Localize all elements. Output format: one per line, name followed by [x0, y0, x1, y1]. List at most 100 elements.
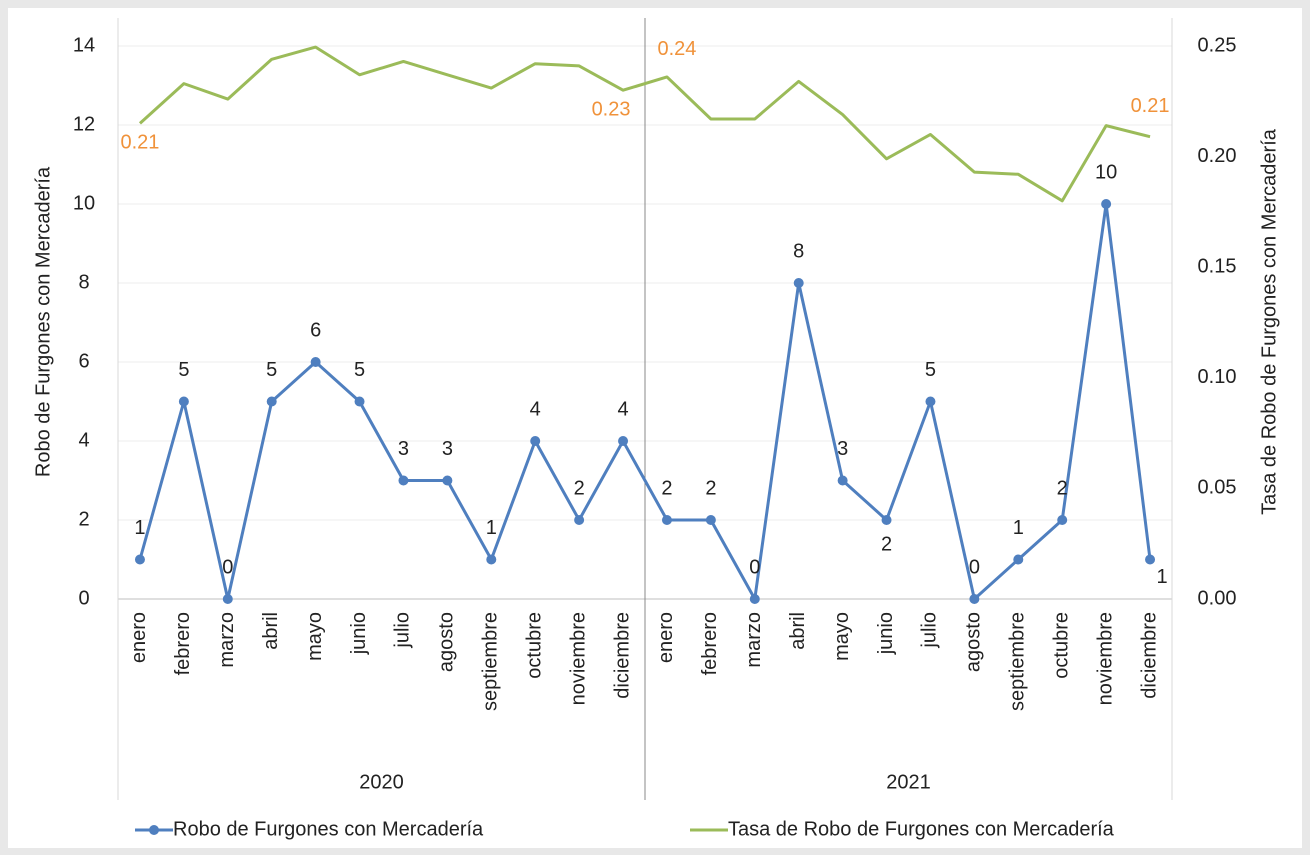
- data-label: 2: [1057, 477, 1068, 499]
- data-label: 5: [266, 359, 277, 381]
- marker: [266, 396, 277, 407]
- marker: [1013, 554, 1024, 565]
- data-label: 2: [705, 477, 716, 499]
- y2-axis-title: Tasa de Robo de Furgones con Mercadería: [1258, 128, 1280, 515]
- marker: [398, 475, 409, 486]
- data-label: 2: [661, 477, 672, 499]
- data-label: 0: [749, 556, 760, 578]
- marker: [530, 436, 541, 446]
- series-line: [138, 45, 1151, 203]
- x-tick-label: diciembre: [611, 612, 633, 699]
- marker: [486, 554, 497, 565]
- x-tick-label: enero: [128, 612, 150, 663]
- group-label: 2021: [886, 771, 931, 793]
- x-tick-label: abril: [260, 612, 282, 650]
- marker: [1101, 199, 1112, 209]
- x-tick-label: febrero: [699, 612, 721, 675]
- data-label: 0.24: [657, 38, 696, 60]
- y-tick-label: 8: [78, 271, 89, 293]
- marker: [837, 475, 848, 486]
- x-tick-label: agosto: [436, 612, 458, 672]
- data-label: 10: [1095, 161, 1117, 183]
- data-label: 1: [1013, 517, 1024, 539]
- y-tick-label: 12: [73, 113, 95, 135]
- x-tick-label: marzo: [743, 612, 765, 668]
- marker: [574, 515, 585, 525]
- x-tick-label: agosto: [963, 612, 985, 672]
- marker: [969, 594, 980, 604]
- series-line: [138, 202, 1152, 601]
- data-label: 1: [1156, 566, 1167, 588]
- data-label: 3: [442, 438, 453, 460]
- marker: [881, 515, 892, 525]
- marker: [442, 475, 453, 486]
- data-label: 2: [881, 533, 892, 555]
- x-tick-label: febrero: [172, 612, 194, 675]
- marker: [310, 357, 321, 367]
- x-tick-label: mayo: [304, 612, 326, 661]
- chart-background: [8, 8, 1302, 848]
- data-label: 0: [969, 556, 980, 578]
- data-label: 3: [398, 438, 409, 460]
- x-tick-label: septiembre: [1007, 612, 1029, 711]
- marker: [222, 594, 233, 604]
- data-label: 0: [222, 556, 233, 578]
- x-tick-label: octubre: [523, 612, 545, 679]
- x-tick-label: noviembre: [1094, 612, 1116, 705]
- marker: [354, 396, 365, 407]
- x-tick-label: octubre: [1050, 612, 1072, 679]
- marker: [925, 396, 936, 407]
- data-label: 2: [574, 477, 585, 499]
- data-label: 1: [134, 517, 145, 539]
- y-tick-label: 0: [78, 587, 89, 609]
- data-label: 4: [530, 398, 541, 420]
- marker: [618, 436, 629, 446]
- y2-tick-label: 0.25: [1198, 34, 1237, 56]
- marker: [749, 594, 760, 604]
- y2-tick-label: 0.05: [1198, 477, 1237, 499]
- data-label: 6: [310, 319, 321, 341]
- x-tick-label: septiembre: [480, 612, 502, 711]
- y-axis-title: Robo de Furgones con Mercadería: [32, 166, 54, 477]
- data-label: 5: [925, 359, 936, 381]
- y2-tick-label: 0.00: [1198, 587, 1237, 609]
- legend-label: Tasa de Robo de Furgones con Mercadería: [728, 818, 1115, 840]
- marker: [1145, 554, 1156, 565]
- y-tick-label: 4: [78, 429, 89, 451]
- data-label: 8: [793, 240, 804, 262]
- y2-tick-label: 0.20: [1198, 145, 1237, 167]
- y2-tick-label: 0.15: [1198, 255, 1237, 277]
- marker: [661, 515, 672, 525]
- marker: [793, 278, 804, 288]
- x-tick-label: enero: [655, 612, 677, 663]
- marker: [178, 396, 189, 407]
- x-tick-label: noviembre: [567, 612, 589, 705]
- legend-label: Robo de Furgones con Mercadería: [173, 818, 484, 840]
- legend-marker: [149, 825, 159, 835]
- x-tick-label: abril: [787, 612, 809, 650]
- x-tick-label: mayo: [831, 612, 853, 661]
- data-label: 0.21: [1131, 95, 1170, 117]
- marker: [705, 515, 716, 525]
- data-label: 4: [617, 398, 628, 420]
- x-tick-label: julio: [919, 612, 941, 649]
- data-label: 5: [178, 359, 189, 381]
- x-tick-label: junio: [348, 612, 370, 655]
- x-tick-label: julio: [392, 612, 414, 649]
- x-tick-label: junio: [875, 612, 897, 655]
- y-tick-label: 14: [73, 34, 95, 56]
- y-tick-label: 10: [73, 192, 95, 214]
- data-label: 0.21: [120, 132, 159, 154]
- data-label: 3: [837, 438, 848, 460]
- y2-tick-label: 0.10: [1198, 366, 1237, 388]
- group-label: 2020: [359, 771, 404, 793]
- data-label: 1: [486, 517, 497, 539]
- y-tick-label: 2: [78, 508, 89, 530]
- x-tick-label: marzo: [216, 612, 238, 668]
- marker: [1057, 515, 1068, 525]
- data-label: 0.23: [592, 99, 631, 121]
- x-tick-label: diciembre: [1138, 612, 1160, 699]
- y-tick-label: 6: [78, 350, 89, 372]
